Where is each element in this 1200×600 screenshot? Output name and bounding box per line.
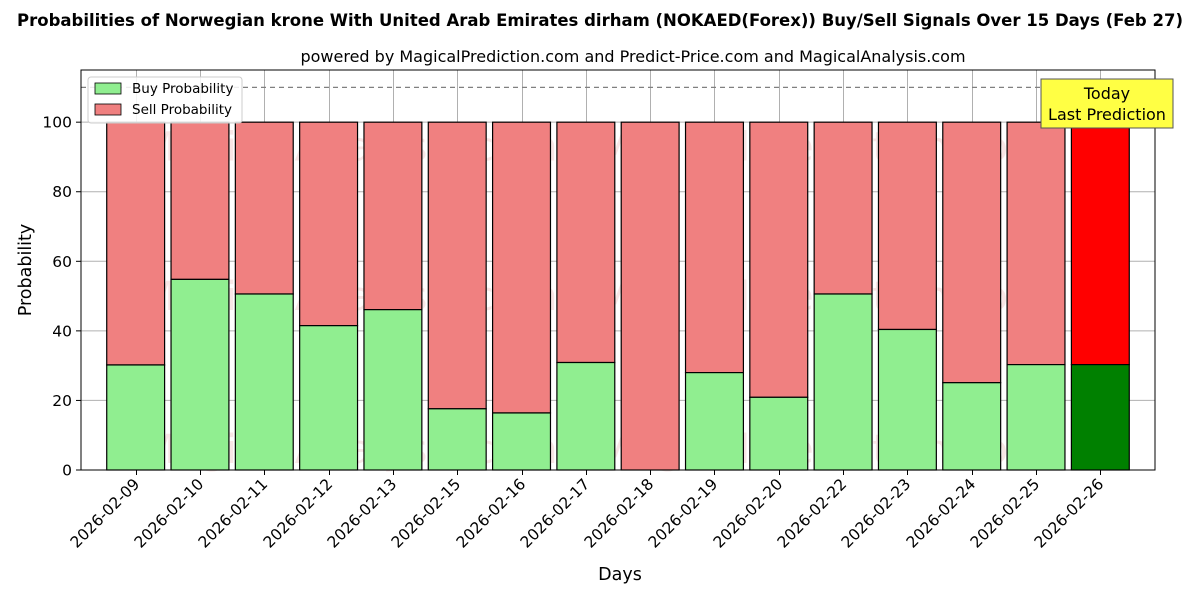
bar-sell-2026-02-18: [620, 121, 680, 471]
bar-sell-2026-02-17: [556, 121, 616, 364]
bar-sell-2026-02-23: [877, 121, 937, 331]
bar-sell-2026-02-22: [813, 121, 873, 295]
bar-buy-2026-02-09: [106, 364, 166, 471]
y-tick-label: 100: [42, 114, 72, 132]
bar-sell-2026-02-24: [942, 121, 1002, 384]
plot-frame: [80, 69, 1156, 471]
bar-buy-2026-02-11: [234, 293, 294, 471]
legend-box: [87, 76, 243, 124]
bar-buy-2026-02-23: [877, 328, 937, 471]
bar-buy-2026-02-22: [813, 293, 873, 471]
bar-buy-2026-02-20: [749, 396, 809, 471]
legend: Buy Probability Sell Probability: [87, 76, 243, 124]
bar-sell-2026-02-12: [299, 121, 359, 327]
y-tick-label: 40: [52, 322, 72, 340]
bar-buy-2026-02-15: [427, 408, 487, 471]
bar-buy-2026-02-10: [170, 278, 230, 471]
bar-sell-2026-02-15: [427, 121, 487, 410]
chart-title: Probabilities of Norwegian krone With Un…: [17, 11, 1183, 30]
legend-swatch-buy: [94, 82, 122, 95]
y-tick-label: 0: [62, 462, 72, 480]
today-annotation: Today Last Prediction: [1040, 78, 1174, 129]
bar-sell-2026-02-13: [363, 121, 423, 311]
bar-buy-2026-02-12: [299, 325, 359, 471]
bar-sell-2026-02-16: [491, 121, 552, 414]
legend-swatch-sell: [94, 103, 122, 116]
bar-sell-2026-02-26: [1070, 121, 1130, 366]
bar-sell-2026-02-09: [106, 121, 166, 366]
y-tick-label: 20: [52, 392, 72, 410]
bar-group: [106, 121, 1130, 471]
bar-buy-2026-02-17: [556, 361, 616, 471]
y-axis-ticks: 0 20 40 60 80 100: [42, 114, 81, 480]
legend-label-buy: Buy Probability: [132, 81, 233, 97]
x-axis-ticks: 2026-02-092026-02-102026-02-112026-02-12…: [67, 470, 1107, 552]
bar-sell-2026-02-20: [749, 121, 809, 398]
bar-buy-2026-02-24: [942, 382, 1002, 471]
legend-label-sell: Sell Probability: [132, 102, 232, 118]
bar-buy-2026-02-16: [491, 412, 552, 471]
chart-subtitle: powered by MagicalPrediction.com and Pre…: [300, 47, 965, 66]
bar-sell-2026-02-19: [684, 121, 745, 374]
bar-buy-2026-02-19: [684, 372, 745, 471]
bar-sell-2026-02-25: [1006, 121, 1066, 366]
y-axis-label: Probability: [16, 224, 36, 317]
bar-buy-2026-02-25: [1006, 364, 1066, 471]
bar-buy-2026-02-26: [1070, 364, 1130, 471]
bar-buy-2026-02-13: [363, 309, 423, 471]
bar-sell-2026-02-11: [234, 121, 294, 295]
annotation-line-last-prediction: Last Prediction: [1048, 105, 1166, 124]
x-tick-label: 2026-02-26: [1031, 475, 1107, 551]
x-axis-label: Days: [598, 565, 642, 585]
y-tick-label: 80: [52, 183, 72, 201]
y-tick-label: 60: [52, 253, 72, 271]
annotation-box: [1040, 78, 1174, 129]
bar-sell-2026-02-10: [170, 121, 230, 280]
annotation-line-today: Today: [1083, 84, 1130, 103]
